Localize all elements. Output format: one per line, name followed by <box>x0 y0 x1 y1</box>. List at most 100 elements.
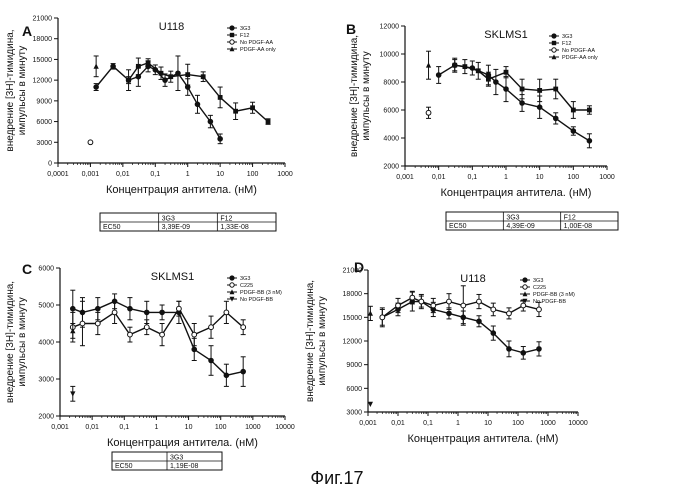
legend-label: C225 <box>240 283 253 289</box>
x-tick-label: 0,001 <box>359 420 377 427</box>
series-3g3 <box>436 58 592 148</box>
data-point <box>419 299 424 304</box>
data-point <box>95 306 100 311</box>
data-point <box>520 101 525 106</box>
legend-marker <box>230 26 234 30</box>
x-tick-label: 0,1 <box>119 424 129 431</box>
ec50-table-cell: 1,00E-08 <box>564 223 593 230</box>
data-point <box>70 306 75 311</box>
x-tick-label: 0,001 <box>82 171 100 178</box>
x-axis-label: Концентрация антитела. (нМ) <box>107 437 258 449</box>
chart-title: U118 <box>159 21 184 33</box>
data-point <box>111 64 116 69</box>
data-point <box>571 129 576 134</box>
data-point <box>144 310 149 315</box>
data-point <box>431 303 436 308</box>
x-tick-label: 1000 <box>245 424 261 431</box>
panel-letter: A <box>22 23 32 39</box>
series-no-pdgf-aa <box>88 140 93 145</box>
chart-title: U118 <box>460 273 485 285</box>
y-tick-label: 2000 <box>38 414 54 421</box>
x-tick-label: 10 <box>484 420 492 427</box>
y-axis-label-line2: импульсы в минуту <box>361 51 372 140</box>
legend-marker <box>230 276 234 280</box>
y-tick-label: 18000 <box>33 36 53 43</box>
data-point <box>507 311 512 316</box>
y-tick-label: 0 <box>48 161 52 168</box>
data-point <box>477 299 482 304</box>
data-point <box>477 319 482 324</box>
y-tick-label: 10000 <box>380 52 400 59</box>
y-axis-label: внедрение [3H]-тимидина, <box>5 29 16 151</box>
legend-marker <box>552 41 556 45</box>
x-tick-label: 100 <box>247 171 259 178</box>
x-tick-label: 100 <box>567 174 579 181</box>
legend-label: No PDGF-AA <box>240 40 273 46</box>
x-tick-label: 0,001 <box>51 424 69 431</box>
data-point <box>218 95 223 100</box>
x-tick-label: 100 <box>512 420 524 427</box>
data-point <box>462 64 467 69</box>
y-tick-label: 9000 <box>36 98 52 105</box>
x-tick-label: 10000 <box>275 424 295 431</box>
data-point <box>426 110 431 115</box>
legend-marker <box>230 33 234 37</box>
legend-label: PDGF-AA only <box>562 55 598 61</box>
y-tick-label: 3000 <box>346 410 362 417</box>
x-tick-label: 0,01 <box>432 174 446 181</box>
x-tick-label: 1 <box>186 171 190 178</box>
x-tick-label: 100 <box>215 424 227 431</box>
y-axis-label-line2: импульсы в минуту <box>317 296 328 385</box>
data-point <box>176 306 181 311</box>
y-tick-label: 18000 <box>343 291 363 298</box>
data-point <box>195 102 200 107</box>
ec50-table-cell: EC50 <box>103 224 121 231</box>
data-point <box>168 74 173 79</box>
x-tick-label: 0,1 <box>150 171 160 178</box>
x-tick-label: 0,01 <box>116 171 130 178</box>
data-point <box>159 71 164 76</box>
data-point <box>218 136 223 141</box>
ec50-table-cell: EC50 <box>449 223 467 230</box>
legend-label: F12 <box>240 33 249 39</box>
data-point <box>95 321 100 326</box>
legend-label: PDGF-BB (3 nM) <box>240 290 282 296</box>
x-tick-label: 0,01 <box>85 424 99 431</box>
y-tick-label: 4000 <box>38 340 54 347</box>
y-axis-label: внедрение [3H]-тимидина, <box>5 281 16 403</box>
x-axis-label: Концентрация антитела. (нМ) <box>408 433 559 445</box>
data-point <box>163 78 168 83</box>
y-tick-label: 3000 <box>38 377 54 384</box>
y-tick-label: 12000 <box>380 24 400 31</box>
data-point <box>537 307 542 312</box>
legend-label: PDGF-AA only <box>240 47 276 53</box>
data-point <box>537 105 542 110</box>
data-point <box>160 332 165 337</box>
legend-label: PDGF-BB (3 nM) <box>533 292 575 298</box>
y-tick-label: 15000 <box>33 57 53 64</box>
chart-panel-b: 200040006000800010000120000,0010,010,111… <box>346 21 618 230</box>
ec50-table-cell: 1,33E-08 <box>220 224 249 231</box>
data-point <box>160 310 165 315</box>
y-tick-label: 12000 <box>33 78 53 85</box>
legend-label: No PDGF-AA <box>562 48 595 54</box>
x-tick-label: 0,1 <box>423 420 433 427</box>
data-point <box>80 321 85 326</box>
data-point <box>380 315 385 320</box>
x-tick-label: 1 <box>154 424 158 431</box>
y-axis-label: внедрение [3H]-тимидина, <box>305 280 316 402</box>
y-tick-label: 4000 <box>383 136 399 143</box>
data-point <box>266 119 271 124</box>
data-point <box>504 70 509 75</box>
y-axis-label: внедрение [3H]-тимидина, <box>349 35 360 157</box>
data-point <box>208 119 213 124</box>
x-tick-label: 1000 <box>277 171 293 178</box>
data-point <box>507 346 512 351</box>
series-3g3 <box>94 56 223 144</box>
ec50-table-cell: 3,39E-09 <box>162 224 191 231</box>
data-point <box>426 62 431 67</box>
data-point <box>224 373 229 378</box>
data-point <box>493 80 498 85</box>
data-point <box>192 347 197 352</box>
ec50-table-header: 3G3 <box>170 455 183 462</box>
